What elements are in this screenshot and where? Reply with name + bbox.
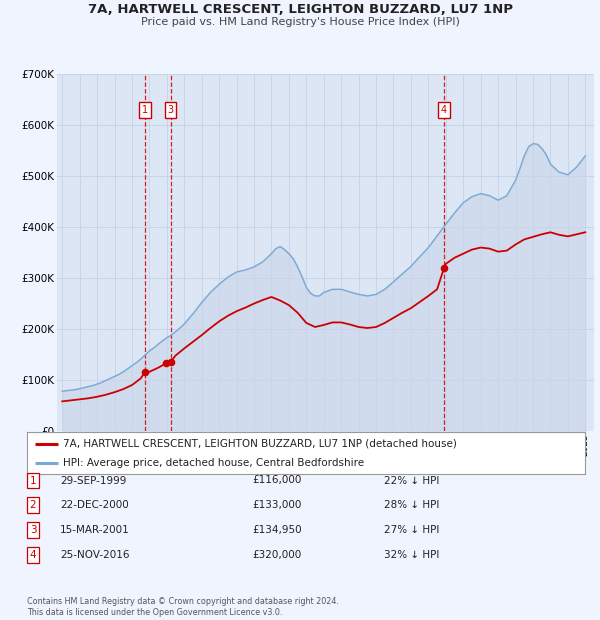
Text: £320,000: £320,000 xyxy=(252,550,301,560)
Text: £116,000: £116,000 xyxy=(252,476,301,485)
Text: Contains HM Land Registry data © Crown copyright and database right 2024.
This d: Contains HM Land Registry data © Crown c… xyxy=(27,598,339,617)
Text: 7A, HARTWELL CRESCENT, LEIGHTON BUZZARD, LU7 1NP: 7A, HARTWELL CRESCENT, LEIGHTON BUZZARD,… xyxy=(88,3,512,16)
Text: 3: 3 xyxy=(167,105,173,115)
Text: 1: 1 xyxy=(142,105,148,115)
Text: 1: 1 xyxy=(29,476,37,485)
Text: 22-DEC-2000: 22-DEC-2000 xyxy=(60,500,129,510)
Text: 32% ↓ HPI: 32% ↓ HPI xyxy=(384,550,439,560)
Text: 4: 4 xyxy=(441,105,447,115)
Text: 2: 2 xyxy=(29,500,37,510)
Text: 28% ↓ HPI: 28% ↓ HPI xyxy=(384,500,439,510)
Text: 15-MAR-2001: 15-MAR-2001 xyxy=(60,525,130,535)
Text: 4: 4 xyxy=(29,550,37,560)
Text: HPI: Average price, detached house, Central Bedfordshire: HPI: Average price, detached house, Cent… xyxy=(63,458,364,468)
Text: 22% ↓ HPI: 22% ↓ HPI xyxy=(384,476,439,485)
Text: £133,000: £133,000 xyxy=(252,500,301,510)
Text: 27% ↓ HPI: 27% ↓ HPI xyxy=(384,525,439,535)
Text: 7A, HARTWELL CRESCENT, LEIGHTON BUZZARD, LU7 1NP (detached house): 7A, HARTWELL CRESCENT, LEIGHTON BUZZARD,… xyxy=(63,438,457,448)
Text: 3: 3 xyxy=(29,525,37,535)
Text: Price paid vs. HM Land Registry's House Price Index (HPI): Price paid vs. HM Land Registry's House … xyxy=(140,17,460,27)
Text: £134,950: £134,950 xyxy=(252,525,302,535)
Text: 25-NOV-2016: 25-NOV-2016 xyxy=(60,550,130,560)
Text: 29-SEP-1999: 29-SEP-1999 xyxy=(60,476,127,485)
